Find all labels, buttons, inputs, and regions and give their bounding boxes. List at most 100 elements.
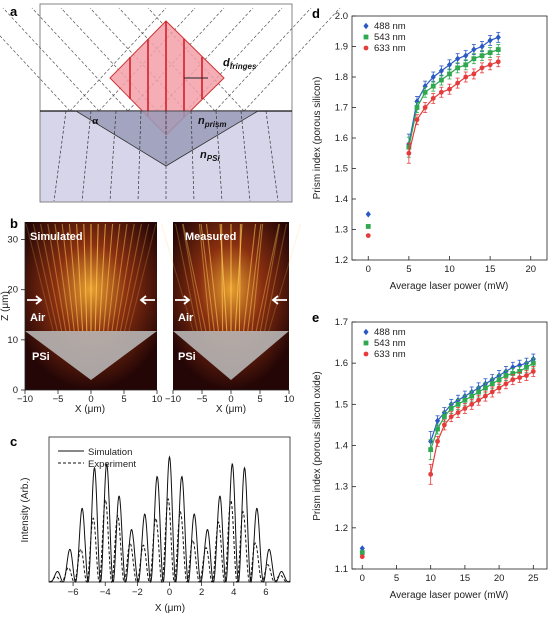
data-point: [517, 369, 523, 374]
data-point: [503, 381, 509, 387]
panel-label-a: a: [10, 4, 18, 19]
fringe-streak: [124, 223, 150, 332]
c-xtick-label: 4: [231, 587, 236, 598]
c-xtick-label: 2: [199, 587, 204, 598]
b-ylabel: Z (μm): [0, 291, 11, 321]
fringe-streak: [200, 223, 215, 332]
d-fringes-label: dfringes: [223, 57, 257, 71]
fringe-streak: [219, 223, 228, 332]
data-point: [517, 362, 523, 369]
series-line: [430, 362, 534, 450]
guide-line: [81, 110, 92, 202]
fringe-streak: [251, 223, 264, 332]
data-point: [471, 56, 477, 62]
data-point: [524, 373, 529, 378]
c-xtick-label: −6: [68, 587, 79, 598]
panel-b: b Simulated Air PSi Measured Air PSi 0 10…: [0, 216, 302, 415]
series-line: [408, 61, 499, 154]
c-xtick-label: −2: [132, 587, 143, 598]
data-point: [483, 393, 488, 399]
xtick-label: 10: [425, 573, 436, 584]
fringe-streak: [54, 223, 71, 332]
legend-marker: [363, 34, 369, 40]
b-xtick-label: 10: [152, 394, 163, 405]
legend-label: 543 nm: [374, 32, 406, 43]
data-point: [476, 397, 481, 403]
data-point: [469, 401, 475, 407]
ytick-label: 1.4: [335, 441, 348, 452]
xtick-label: 0: [360, 573, 365, 584]
fringe-streak: [128, 223, 157, 332]
fringe-streak: [103, 223, 114, 332]
data-point: [495, 47, 501, 52]
data-point: [365, 224, 371, 229]
ray-line: [0, 35, 71, 112]
series-line: [408, 49, 499, 148]
c-legend-simulation: Simulation: [88, 447, 132, 458]
data-point: [414, 117, 420, 123]
data-point: [462, 406, 468, 411]
alpha-label: α: [92, 115, 99, 127]
data-point: [455, 410, 461, 415]
fringe-streak: [94, 223, 99, 332]
ray-line: [69, 7, 167, 112]
ray-line: [31, 7, 129, 112]
fringe-streak: [264, 223, 287, 332]
legend-label: 633 nm: [374, 43, 406, 54]
panel-c: c −6 −4 −2 0 2 4 6 Simulation Experiment X (μm…: [10, 434, 291, 614]
legend-marker: [363, 351, 369, 357]
psi-prism: [74, 110, 260, 167]
ytick-label: 1.3: [335, 482, 348, 493]
fringe-streak: [243, 223, 257, 332]
data-point: [469, 393, 475, 399]
data-point: [510, 377, 516, 383]
data-point: [438, 77, 444, 83]
simulated-right-arrow: [139, 295, 155, 305]
data-point: [422, 105, 428, 110]
data-point: [483, 385, 488, 391]
data-point: [463, 52, 469, 59]
data-point: [414, 105, 420, 110]
data-point: [447, 71, 452, 77]
legend-label: 488 nm: [374, 21, 406, 32]
b-xtick-label: 5: [121, 394, 126, 405]
legend-label: 543 nm: [374, 338, 406, 349]
fringe-streak: [181, 223, 203, 332]
measured-air-label: Air: [178, 312, 194, 324]
ray-line: [2, 7, 100, 112]
ytick-label: 1.8: [335, 72, 348, 83]
simulated-air-label: Air: [30, 312, 46, 324]
data-point: [479, 65, 485, 71]
c-xtick-label: 6: [263, 587, 268, 598]
data-point: [446, 61, 453, 68]
data-point: [524, 364, 529, 370]
ytick-label: 1.2: [335, 523, 348, 534]
d-xlabel: Average laser power (mW): [390, 281, 509, 292]
b-ytick-label: 10: [7, 335, 18, 346]
panel-e-ticks: 0 5 10 15 20 25 1.1 1.2 1.3 1.4 1.5 1.6 1.7: [335, 317, 539, 584]
simulated-left-arrow: [27, 295, 43, 305]
legend-marker: [363, 45, 369, 51]
b-xtick-label: −5: [53, 394, 64, 405]
data-point: [438, 67, 444, 75]
n-psi-label: nPSi: [200, 149, 220, 163]
xtick-label: 5: [394, 573, 399, 584]
data-point: [479, 53, 485, 59]
ray-line: [214, 7, 312, 112]
data-point: [471, 46, 477, 53]
ytick-label: 1.2: [335, 255, 348, 266]
data-point: [448, 406, 454, 411]
b-ytick-label: 0: [13, 385, 18, 396]
fringe-streak: [32, 223, 58, 332]
data-point: [463, 62, 469, 68]
fringe-streak: [259, 223, 281, 332]
c-xtick-label: 0: [167, 587, 172, 598]
xtick-label: 20: [494, 573, 505, 584]
d-data-marks: [365, 31, 501, 239]
ytick-label: 1.6: [335, 358, 348, 369]
xtick-label: 25: [528, 573, 539, 584]
b-xtick-label: −5: [197, 394, 208, 405]
xtick-label: 15: [485, 264, 496, 275]
